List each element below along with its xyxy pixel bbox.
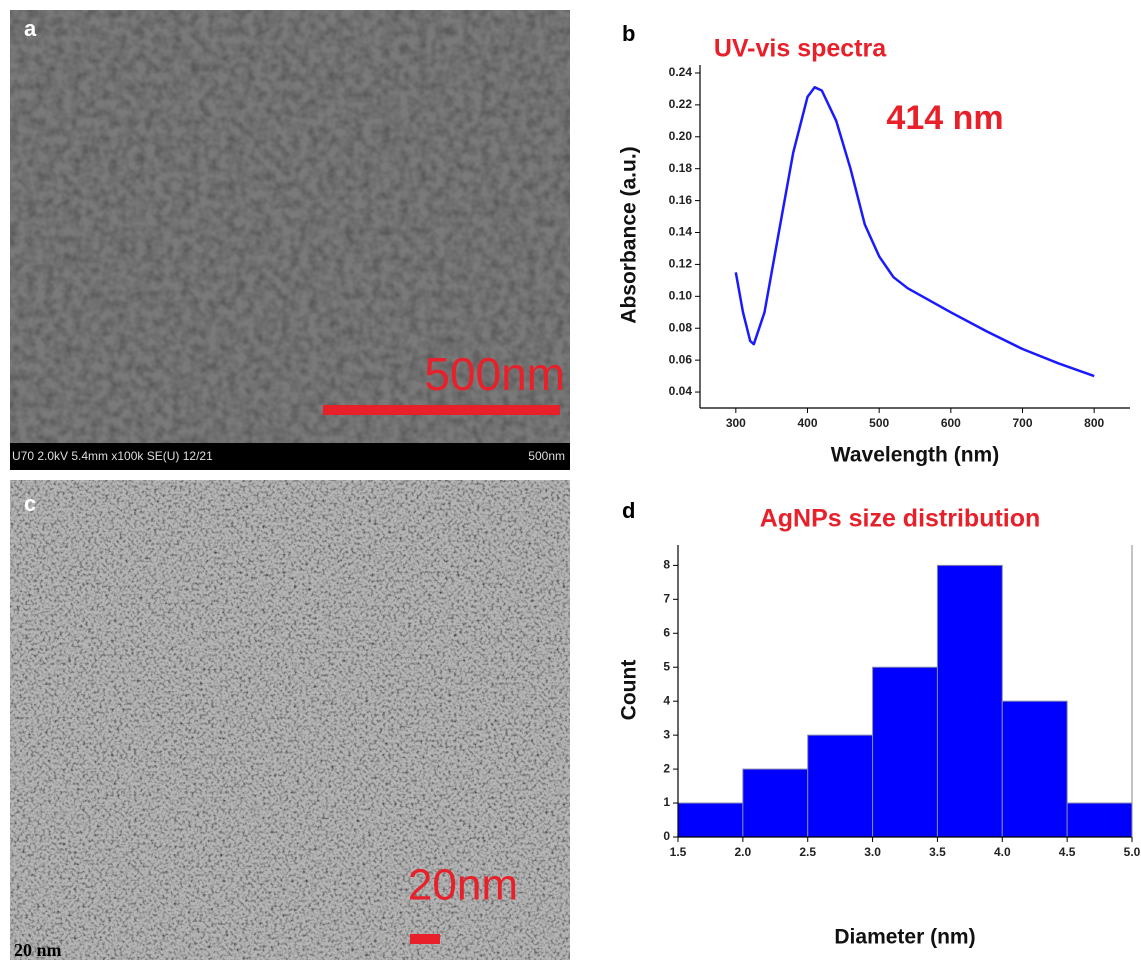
- bar: [872, 666, 938, 838]
- x-tick-label: 1.5: [670, 845, 687, 859]
- bar: [936, 564, 1003, 838]
- y-tick-label: 4: [663, 693, 670, 707]
- x-tick-label: 2.0: [735, 845, 752, 859]
- y-axis-label: Absorbance (a.u.): [618, 146, 641, 323]
- y-tick-label: 0: [663, 829, 670, 843]
- x-tick-label: 4.0: [994, 845, 1011, 859]
- corner-label: 20 nm: [14, 940, 62, 960]
- y-tick-label: 7: [663, 591, 670, 605]
- annotation: 414 nm: [886, 99, 1003, 137]
- x-tick-label: 2.5: [799, 845, 816, 859]
- scale-bar: [323, 405, 560, 415]
- y-axis-label: Count: [618, 660, 641, 721]
- chart-title: UV-vis spectra: [714, 35, 887, 63]
- scale-bar-label: 20nm: [408, 861, 518, 910]
- y-tick-label: 0.14: [669, 225, 693, 239]
- y-tick-label: 0.06: [669, 352, 693, 366]
- y-tick-label: 3: [663, 727, 670, 741]
- scale-bar-label: 500nm: [424, 348, 565, 400]
- info-text: U70 2.0kV 5.4mm x100k SE(U) 12/21: [12, 449, 213, 463]
- y-tick-label: 5: [663, 659, 670, 673]
- tem-image: [10, 480, 570, 960]
- panel-label: b: [622, 21, 635, 46]
- bar: [807, 734, 874, 838]
- y-tick-label: 2: [663, 761, 670, 775]
- chart-title: AgNPs size distribution: [760, 505, 1041, 533]
- data-line: [734, 86, 1095, 378]
- bar: [677, 802, 744, 838]
- scale-bar: [410, 934, 440, 944]
- x-tick-label: 500: [869, 416, 889, 430]
- y-tick-label: 0.04: [669, 384, 693, 398]
- y-tick-label: 0.08: [669, 320, 693, 334]
- y-tick-label: 8: [663, 558, 670, 572]
- y-tick-label: 1: [663, 795, 670, 809]
- bar: [1066, 802, 1133, 838]
- sem-image: [10, 10, 570, 443]
- x-axis-label: Diameter (nm): [834, 926, 975, 949]
- x-tick-label: 5.0: [1124, 845, 1141, 859]
- x-tick-label: 800: [1084, 416, 1104, 430]
- x-tick-label: 3.5: [929, 845, 946, 859]
- bar: [1001, 700, 1068, 838]
- y-tick-label: 0.10: [669, 288, 693, 302]
- panel-label: d: [622, 498, 635, 523]
- y-tick-label: 0.16: [669, 193, 693, 207]
- info-scale: 500nm: [528, 449, 565, 463]
- x-tick-label: 600: [941, 416, 961, 430]
- y-tick-label: 6: [663, 625, 670, 639]
- x-tick-label: 3.0: [864, 845, 881, 859]
- x-tick-label: 700: [1012, 416, 1032, 430]
- y-tick-label: 0.18: [669, 161, 693, 175]
- x-tick-label: 4.5: [1059, 845, 1076, 859]
- y-tick-label: 0.20: [669, 129, 693, 143]
- info-bar: [10, 443, 570, 470]
- y-tick-label: 0.12: [669, 257, 693, 271]
- x-tick-label: 300: [726, 416, 746, 430]
- panel-label: c: [24, 491, 36, 516]
- panel-label: a: [24, 16, 37, 41]
- x-axis-label: Wavelength (nm): [831, 444, 999, 467]
- bar: [742, 768, 809, 838]
- y-tick-label: 0.24: [669, 65, 693, 79]
- x-tick-label: 400: [797, 416, 817, 430]
- y-tick-label: 0.22: [669, 97, 693, 111]
